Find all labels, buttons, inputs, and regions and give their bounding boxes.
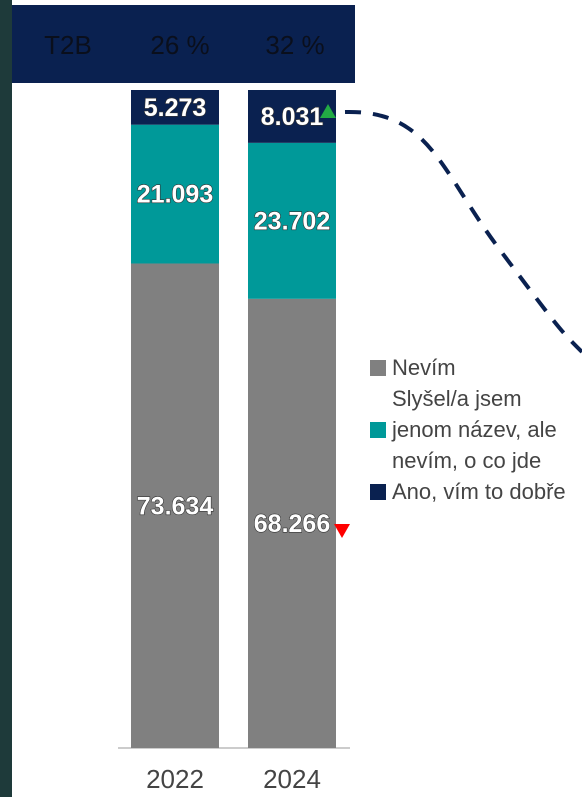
legend-item: Ano, vím to dobře	[370, 476, 570, 507]
legend-swatch	[370, 483, 386, 500]
legend-swatch	[370, 421, 386, 438]
bar-segment	[248, 298, 336, 748]
value-label: 21.093	[137, 181, 213, 209]
background-image-strip	[0, 0, 12, 797]
header-box	[12, 5, 355, 83]
bar-segment	[131, 263, 219, 748]
value-label: 68.266	[254, 510, 330, 538]
decrease-arrow	[334, 524, 350, 538]
legend-label: Nevím	[392, 355, 456, 380]
legend: Nevím Slyšel/a jsem jenom název, ale neví…	[370, 352, 570, 507]
x-tick-label: 2024	[263, 764, 321, 794]
value-label: 8.031	[261, 103, 324, 131]
bar-segment	[248, 142, 336, 299]
bar-segment	[131, 90, 219, 125]
header-label: T2B	[44, 30, 92, 60]
value-label: 73.634	[137, 492, 214, 520]
value-label: 23.702	[254, 207, 330, 235]
legend-label: Ano, vím to dobře	[392, 479, 566, 504]
value-label: 5.273	[144, 94, 207, 122]
dashed-connector	[344, 109, 582, 354]
increase-arrow	[320, 104, 336, 118]
legend-item: Slyšel/a jsem jenom název, ale nevím, o …	[370, 383, 570, 476]
legend-label: Slyšel/a jsem jenom název, ale nevím, o …	[392, 386, 557, 473]
legend-swatch	[370, 359, 386, 376]
legend-item: Nevím	[370, 352, 570, 383]
header-value: 32 %	[265, 30, 324, 60]
bar-segment	[131, 124, 219, 264]
x-tick-label: 2022	[146, 764, 204, 794]
header-value: 26 %	[150, 30, 209, 60]
